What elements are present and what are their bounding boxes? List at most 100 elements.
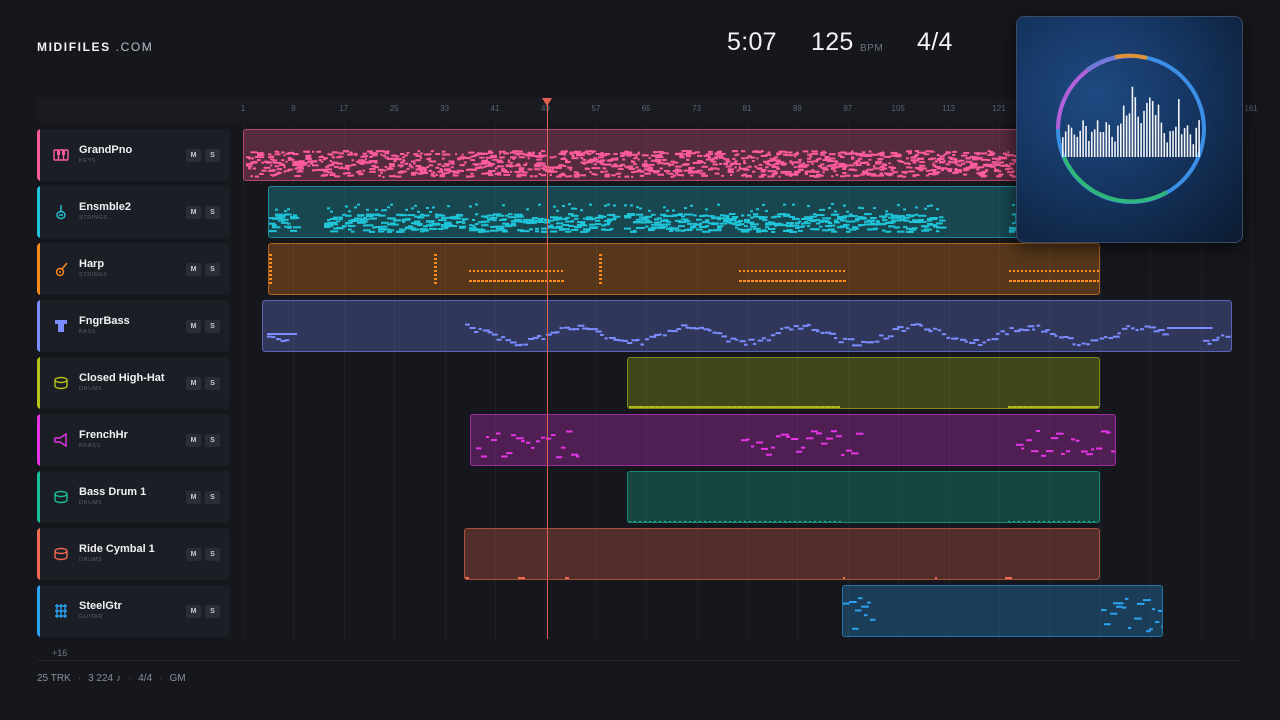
grid-line (646, 124, 648, 639)
midi-clip[interactable] (627, 471, 1100, 523)
tempo: 125 (811, 28, 854, 56)
drum-icon (53, 375, 69, 391)
clip-notes (246, 150, 1055, 178)
midi-clip[interactable] (463, 528, 1100, 580)
visualizer-ring (1056, 53, 1206, 204)
track-name: FrenchHr (79, 429, 128, 441)
grid-line (797, 124, 799, 639)
horn-icon (53, 432, 69, 448)
ruler-tick: 65 (641, 104, 651, 113)
midi-clip[interactable] (469, 414, 1116, 466)
drum-icon (53, 546, 69, 562)
grid-line (243, 124, 244, 639)
clip-notes (629, 406, 1099, 408)
grid-line (898, 124, 900, 639)
mute-button[interactable]: M (186, 377, 201, 390)
midi-clip[interactable] (268, 186, 1056, 238)
solo-button[interactable]: S (205, 377, 220, 390)
solo-button[interactable]: S (205, 548, 220, 561)
midi-clip[interactable] (268, 243, 1100, 295)
solo-button[interactable]: S (205, 263, 220, 276)
track-header[interactable]: Bass Drum 1 DRUMS M S (37, 471, 230, 523)
track-color-stripe (37, 528, 40, 580)
track-header[interactable]: Ride Cymbal 1 DRUMS M S (37, 528, 230, 580)
track-header[interactable]: GrandPno KEYS M S (37, 129, 230, 181)
grid-line (999, 124, 1000, 639)
clip-notes (475, 430, 1115, 459)
ruler-tick: 113 (942, 104, 955, 113)
playhead-handle[interactable] (542, 98, 553, 106)
solo-button[interactable]: S (205, 491, 220, 504)
track-name: SteelGtr (79, 600, 122, 612)
ruler-tick: 33 (440, 104, 450, 113)
ruler-tick: 25 (389, 104, 399, 113)
track-color-stripe (37, 300, 40, 352)
track-header[interactable]: SteelGtr GUITAR M S (37, 585, 230, 637)
track-color-stripe (37, 357, 40, 409)
track-header[interactable]: Harp STRINGS M S (37, 243, 230, 295)
track-color-stripe (37, 129, 40, 181)
mute-button[interactable]: M (186, 605, 201, 618)
grid-line (747, 124, 748, 639)
solo-button[interactable]: S (205, 320, 220, 333)
track-name: GrandPno (79, 144, 133, 156)
midi-clip[interactable] (841, 585, 1163, 637)
playhead[interactable] (547, 100, 549, 639)
midi-clip[interactable] (261, 300, 1233, 352)
clip-notes (842, 597, 1162, 633)
solo-button[interactable]: S (205, 605, 220, 618)
track-category: GUITAR (79, 614, 103, 620)
track-category: BASS (79, 329, 97, 335)
track-header[interactable]: Closed High-Hat DRUMS M S (37, 357, 230, 409)
mute-button[interactable]: M (186, 491, 201, 504)
footer-summary: 25 TRK · 3 224 ♪ · 4/4 · GM (37, 673, 186, 684)
mute-button[interactable]: M (186, 263, 201, 276)
grid-line (948, 124, 950, 639)
midi-clip[interactable] (243, 129, 1056, 181)
track-name: Bass Drum 1 (79, 486, 147, 498)
clip-notes (629, 521, 1099, 522)
grid-line (293, 124, 295, 639)
footer-divider (37, 660, 1240, 661)
bass-icon (53, 318, 69, 334)
track-name: Ensmble2 (79, 201, 131, 213)
track-color-stripe (37, 585, 40, 637)
mute-button[interactable]: M (186, 320, 201, 333)
grid-line (444, 124, 446, 639)
time-signature: 4/4 (917, 28, 953, 56)
midi-clip[interactable] (627, 357, 1100, 409)
mute-button[interactable]: M (186, 149, 201, 162)
track-category: STRINGS (79, 215, 108, 221)
mute-button[interactable]: M (186, 206, 201, 219)
mute-button[interactable]: M (186, 434, 201, 447)
site-logo[interactable]: MIDIFILES .COM (37, 40, 154, 54)
mute-button[interactable]: M (186, 548, 201, 561)
ruler-tick: 105 (891, 104, 905, 113)
more-tracks-label[interactable]: +16 (52, 648, 68, 658)
track-category: DRUMS (79, 386, 103, 392)
violin-icon (53, 204, 69, 220)
ruler-tick: 89 (792, 104, 802, 113)
track-name: Harp (79, 258, 105, 270)
grid-line (847, 124, 849, 639)
track-name: FngrBass (79, 315, 130, 327)
track-color-stripe (37, 243, 40, 295)
grid-line (1150, 124, 1152, 639)
track-header[interactable]: FngrBass BASS M S (37, 300, 230, 352)
grid-guitar-icon (53, 603, 69, 619)
track-category: STRINGS (79, 272, 108, 278)
solo-button[interactable]: S (205, 206, 220, 219)
track-header[interactable]: Ensmble2 STRINGS M S (37, 186, 230, 238)
track-header[interactable]: FrenchHr BRASS M S (37, 414, 230, 466)
grid-line (394, 124, 396, 639)
midi-standard: GM (169, 673, 186, 684)
clip-notes (266, 323, 1231, 347)
ruler-tick: 41 (490, 104, 500, 113)
guitar-icon (53, 261, 69, 277)
solo-button[interactable]: S (205, 149, 220, 162)
ruler-tick: 9 (291, 104, 296, 113)
clip-notes (269, 203, 1034, 233)
grid-line (1099, 124, 1101, 639)
solo-button[interactable]: S (205, 434, 220, 447)
track-category: KEYS (79, 158, 97, 164)
